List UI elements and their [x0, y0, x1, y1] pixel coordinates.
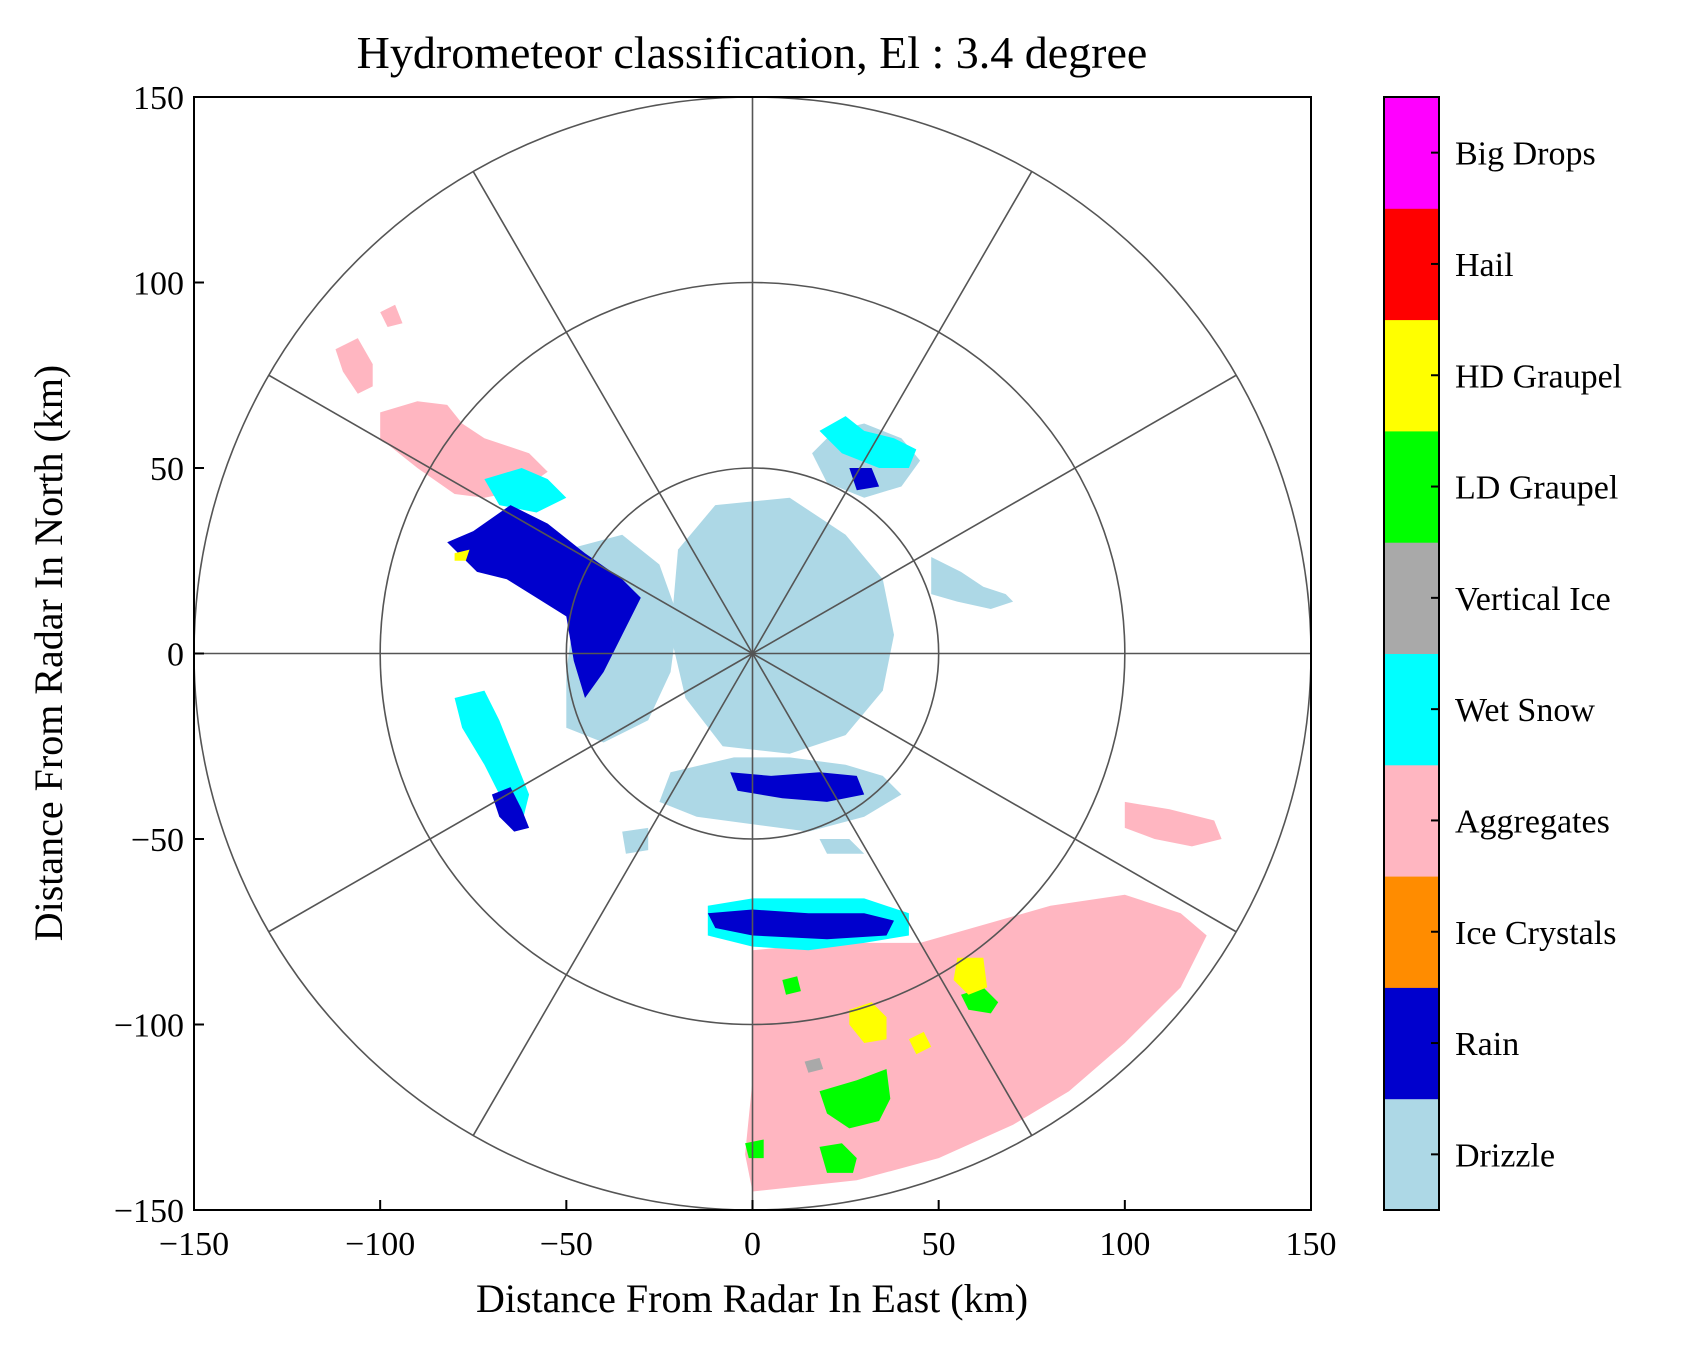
colorbar-swatch-big-drops	[1384, 97, 1439, 209]
colorbar-swatch-ld-graupel	[1384, 430, 1439, 543]
colorbar-swatch-vertical-ice	[1384, 542, 1439, 654]
azimuth-spoke-30	[751, 171, 1033, 654]
colorbar-label-big-drops: Big Drops	[1455, 136, 1596, 173]
y-tick-label: 0	[167, 637, 184, 674]
region-ld-graupel-21	[819, 1069, 891, 1129]
y-tick-label: −100	[114, 1008, 184, 1045]
region-aggregates-4	[380, 304, 403, 327]
colorbar-swatch-hail	[1384, 208, 1439, 321]
x-tick-label: 50	[922, 1226, 956, 1263]
y-axis-ticks: −150 −100 −50 0 50 100 150	[114, 80, 204, 1230]
ppi-plot-area: −150 −100 −50 0 50 100 150 −150 −100 −50 0 50 100 15…	[114, 80, 1337, 1263]
region-ld-graupel-24	[782, 976, 801, 995]
region-drizzle-9	[931, 557, 1014, 609]
x-tick-label: −150	[159, 1226, 229, 1263]
region-drizzle-10	[622, 827, 649, 854]
y-tick-label: 100	[133, 266, 184, 303]
colorbar-label-wet-snow: Wet Snow	[1455, 692, 1595, 729]
region-hd-graupel-27	[908, 1031, 932, 1055]
region-vertical-ice-30	[804, 1057, 824, 1073]
region-wet-snow-15	[819, 416, 917, 468]
x-tick-label: 0	[744, 1226, 761, 1263]
azimuth-spoke-300	[268, 374, 753, 655]
chart-title: Hydrometeor classification, El : 3.4 deg…	[357, 27, 1148, 78]
colorbar-label-hd-graupel: HD Graupel	[1455, 358, 1622, 395]
y-tick-label: 50	[150, 451, 184, 488]
y-tick-label: −50	[131, 822, 184, 859]
x-tick-label: −100	[345, 1226, 415, 1263]
azimuth-spoke-150	[751, 653, 1033, 1136]
azimuth-spoke-60	[752, 374, 1237, 655]
azimuth-spoke-210	[472, 653, 754, 1136]
colorbar-swatch-ice-crystals	[1384, 876, 1439, 988]
region-wet-snow-13	[484, 468, 567, 513]
x-tick-label: 150	[1286, 1226, 1337, 1263]
colorbar-swatch-aggregates	[1384, 764, 1439, 877]
region-ld-graupel-22	[819, 1143, 857, 1173]
colorbar-label-drizzle: Drizzle	[1455, 1137, 1555, 1174]
azimuth-spoke-120	[752, 652, 1237, 933]
colorbar-swatch-wet-snow	[1384, 653, 1439, 766]
x-tick-label: 100	[1099, 1226, 1150, 1263]
class-colorbar: Drizzle Rain Ice Crystals Aggregates Wet Sno…	[1383, 96, 1622, 1211]
region-hd-graupel-26	[849, 1002, 887, 1043]
colorbar-label-hail: Hail	[1455, 247, 1514, 284]
region-drizzle-11	[819, 839, 865, 854]
y-tick-label: 150	[133, 80, 184, 117]
colorbar-labels: Drizzle Rain Ice Crystals Aggregates Wet Sno…	[1431, 136, 1622, 1174]
classification-field	[335, 304, 1222, 1192]
colorbar-swatch-hd-graupel	[1384, 319, 1439, 432]
region-rain-16	[447, 505, 641, 698]
x-axis-label: Distance From Radar In East (km)	[476, 1276, 1028, 1321]
colorbar-swatch-rain	[1384, 987, 1439, 1100]
region-aggregates-1	[1124, 801, 1222, 847]
colorbar-label-aggregates: Aggregates	[1455, 803, 1610, 840]
region-hd-graupel-28	[953, 957, 988, 995]
region-drizzle-7	[670, 497, 894, 754]
x-axis-ticks: −150 −100 −50 0 50 100 150	[159, 1200, 1337, 1263]
colorbar-label-vertical-ice: Vertical Ice	[1455, 581, 1611, 618]
polar-grid	[194, 97, 1311, 1210]
region-rain-17	[707, 909, 894, 940]
colorbar-label-ld-graupel: LD Graupel	[1455, 470, 1618, 507]
colorbar-swatch-drizzle	[1384, 1098, 1439, 1211]
region-aggregates-3	[335, 338, 373, 394]
colorbar-segments	[1384, 97, 1439, 1211]
azimuth-spoke-330	[472, 171, 754, 654]
colorbar-label-rain: Rain	[1455, 1026, 1519, 1063]
region-hd-graupel-29	[454, 549, 470, 561]
x-tick-label: −50	[540, 1226, 593, 1263]
azimuth-spoke-240	[268, 652, 753, 933]
colorbar-label-ice-crystals: Ice Crystals	[1455, 915, 1616, 952]
y-tick-label: −150	[114, 1193, 184, 1230]
y-axis-label: Distance From Radar In North (km)	[26, 365, 71, 942]
region-rain-18	[730, 772, 865, 802]
colorbar-frame	[1383, 96, 1440, 1211]
region-ld-graupel-25	[745, 1139, 764, 1159]
